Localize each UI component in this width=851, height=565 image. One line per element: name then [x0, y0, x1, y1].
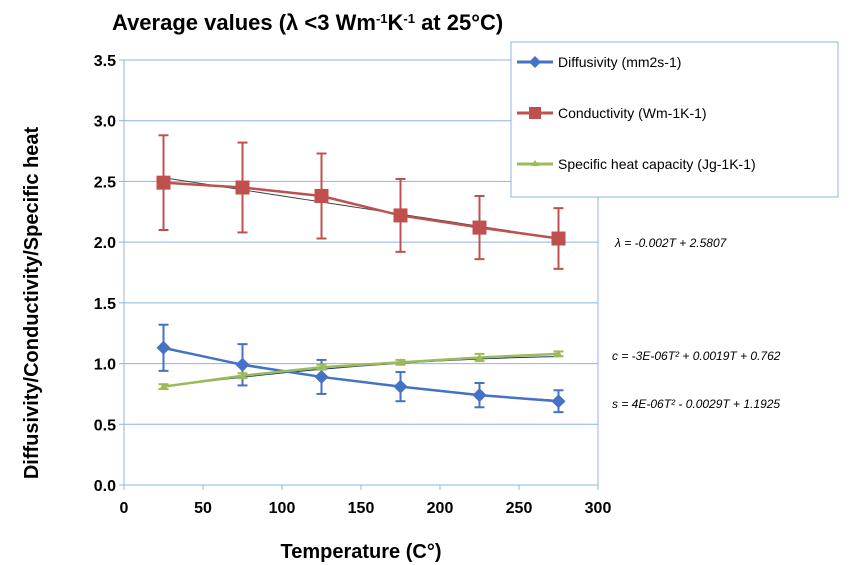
- equation-c: c = -3E-06T² + 0.0019T + 0.762: [612, 349, 781, 363]
- y-tick-label: 0.0: [94, 478, 116, 495]
- x-tick-label: 100: [269, 500, 296, 517]
- series-diffusivity: [156, 323, 566, 414]
- equation-s: s = 4E-06T² - 0.0029T + 1.1925: [612, 397, 780, 411]
- series-layer: [156, 134, 566, 414]
- legend-marker-diffusivity: [529, 56, 541, 68]
- grid-layer: [124, 59, 598, 425]
- data-point: [472, 388, 487, 403]
- legend-item-specific-heat: Specific heat capacity (Jg-1K-1): [517, 156, 756, 172]
- chart-title-sup2: -1: [403, 11, 415, 26]
- data-point: [314, 369, 329, 384]
- x-tick-label: 300: [585, 500, 612, 517]
- x-tick-label: 50: [194, 500, 212, 517]
- chart-title-end: at 25°C): [415, 10, 503, 35]
- data-point: [551, 394, 566, 409]
- chart-title: Average values (λ <3 Wm-1K-1 at 25°C): [112, 10, 503, 35]
- data-point: [235, 180, 250, 195]
- chart-title-sup1: -1: [376, 11, 388, 26]
- chart-title-main: Average values (λ <3 Wm: [112, 10, 376, 35]
- data-point: [396, 358, 405, 366]
- data-point: [551, 231, 566, 246]
- data-point: [317, 363, 326, 371]
- data-point: [475, 353, 484, 361]
- legend-label-diffusivity: Diffusivity (mm2s-1): [558, 54, 681, 70]
- legend-label-conductivity: Conductivity (Wm-1K-1): [558, 105, 707, 121]
- tick-layer: 0.0 0.5 1.0 1.5 2.0 2.5 3.0 3.5 0 50 100 150 200 250 3…: [94, 53, 612, 517]
- x-tick-label: 0: [120, 500, 129, 517]
- legend-label-specific-heat: Specific heat capacity (Jg-1K-1): [558, 156, 756, 172]
- y-tick-label: 0.5: [94, 417, 116, 434]
- x-tick-label: 200: [427, 500, 454, 517]
- x-tick-label: 150: [348, 500, 375, 517]
- series-line: [163, 352, 559, 388]
- legend-marker-specific-heat: [531, 160, 539, 166]
- y-tick-label: 1.0: [94, 357, 116, 374]
- data-point: [393, 379, 408, 394]
- legend: Diffusivity (mm2s-1) Conductivity (Wm-1K…: [510, 41, 839, 198]
- data-point: [238, 371, 247, 379]
- data-point: [156, 340, 171, 355]
- data-point: [159, 382, 168, 390]
- series-specific-heat: [158, 349, 564, 391]
- chart-title-mid: K: [388, 10, 404, 35]
- data-point: [393, 208, 408, 223]
- y-tick-label: 3.0: [94, 114, 116, 131]
- x-axis-title: Temperature (C°): [281, 541, 442, 563]
- data-point: [472, 220, 487, 235]
- series-line: [163, 181, 559, 240]
- legend-item-diffusivity: Diffusivity (mm2s-1): [517, 54, 681, 70]
- data-point: [156, 175, 171, 190]
- x-tick-label: 250: [506, 500, 533, 517]
- trendline-layer: [163, 177, 559, 401]
- y-tick-label: 2.0: [94, 235, 116, 252]
- y-axis-title: Diffusivity/Conductivity/Specific heat: [21, 127, 43, 480]
- series-line: [163, 346, 559, 403]
- y-tick-label: 1.5: [94, 296, 116, 313]
- y-tick-label: 2.5: [94, 174, 116, 191]
- legend-box: [510, 41, 839, 198]
- legend-item-conductivity: Conductivity (Wm-1K-1): [517, 105, 707, 121]
- equation-lambda: λ = -0.002T + 2.5807: [614, 236, 728, 250]
- y-tick-label: 3.5: [94, 53, 116, 70]
- data-point: [554, 349, 563, 357]
- data-point: [314, 189, 329, 203]
- legend-marker-conductivity: [529, 107, 541, 119]
- data-point: [235, 357, 250, 372]
- series-conductivity: [156, 134, 566, 270]
